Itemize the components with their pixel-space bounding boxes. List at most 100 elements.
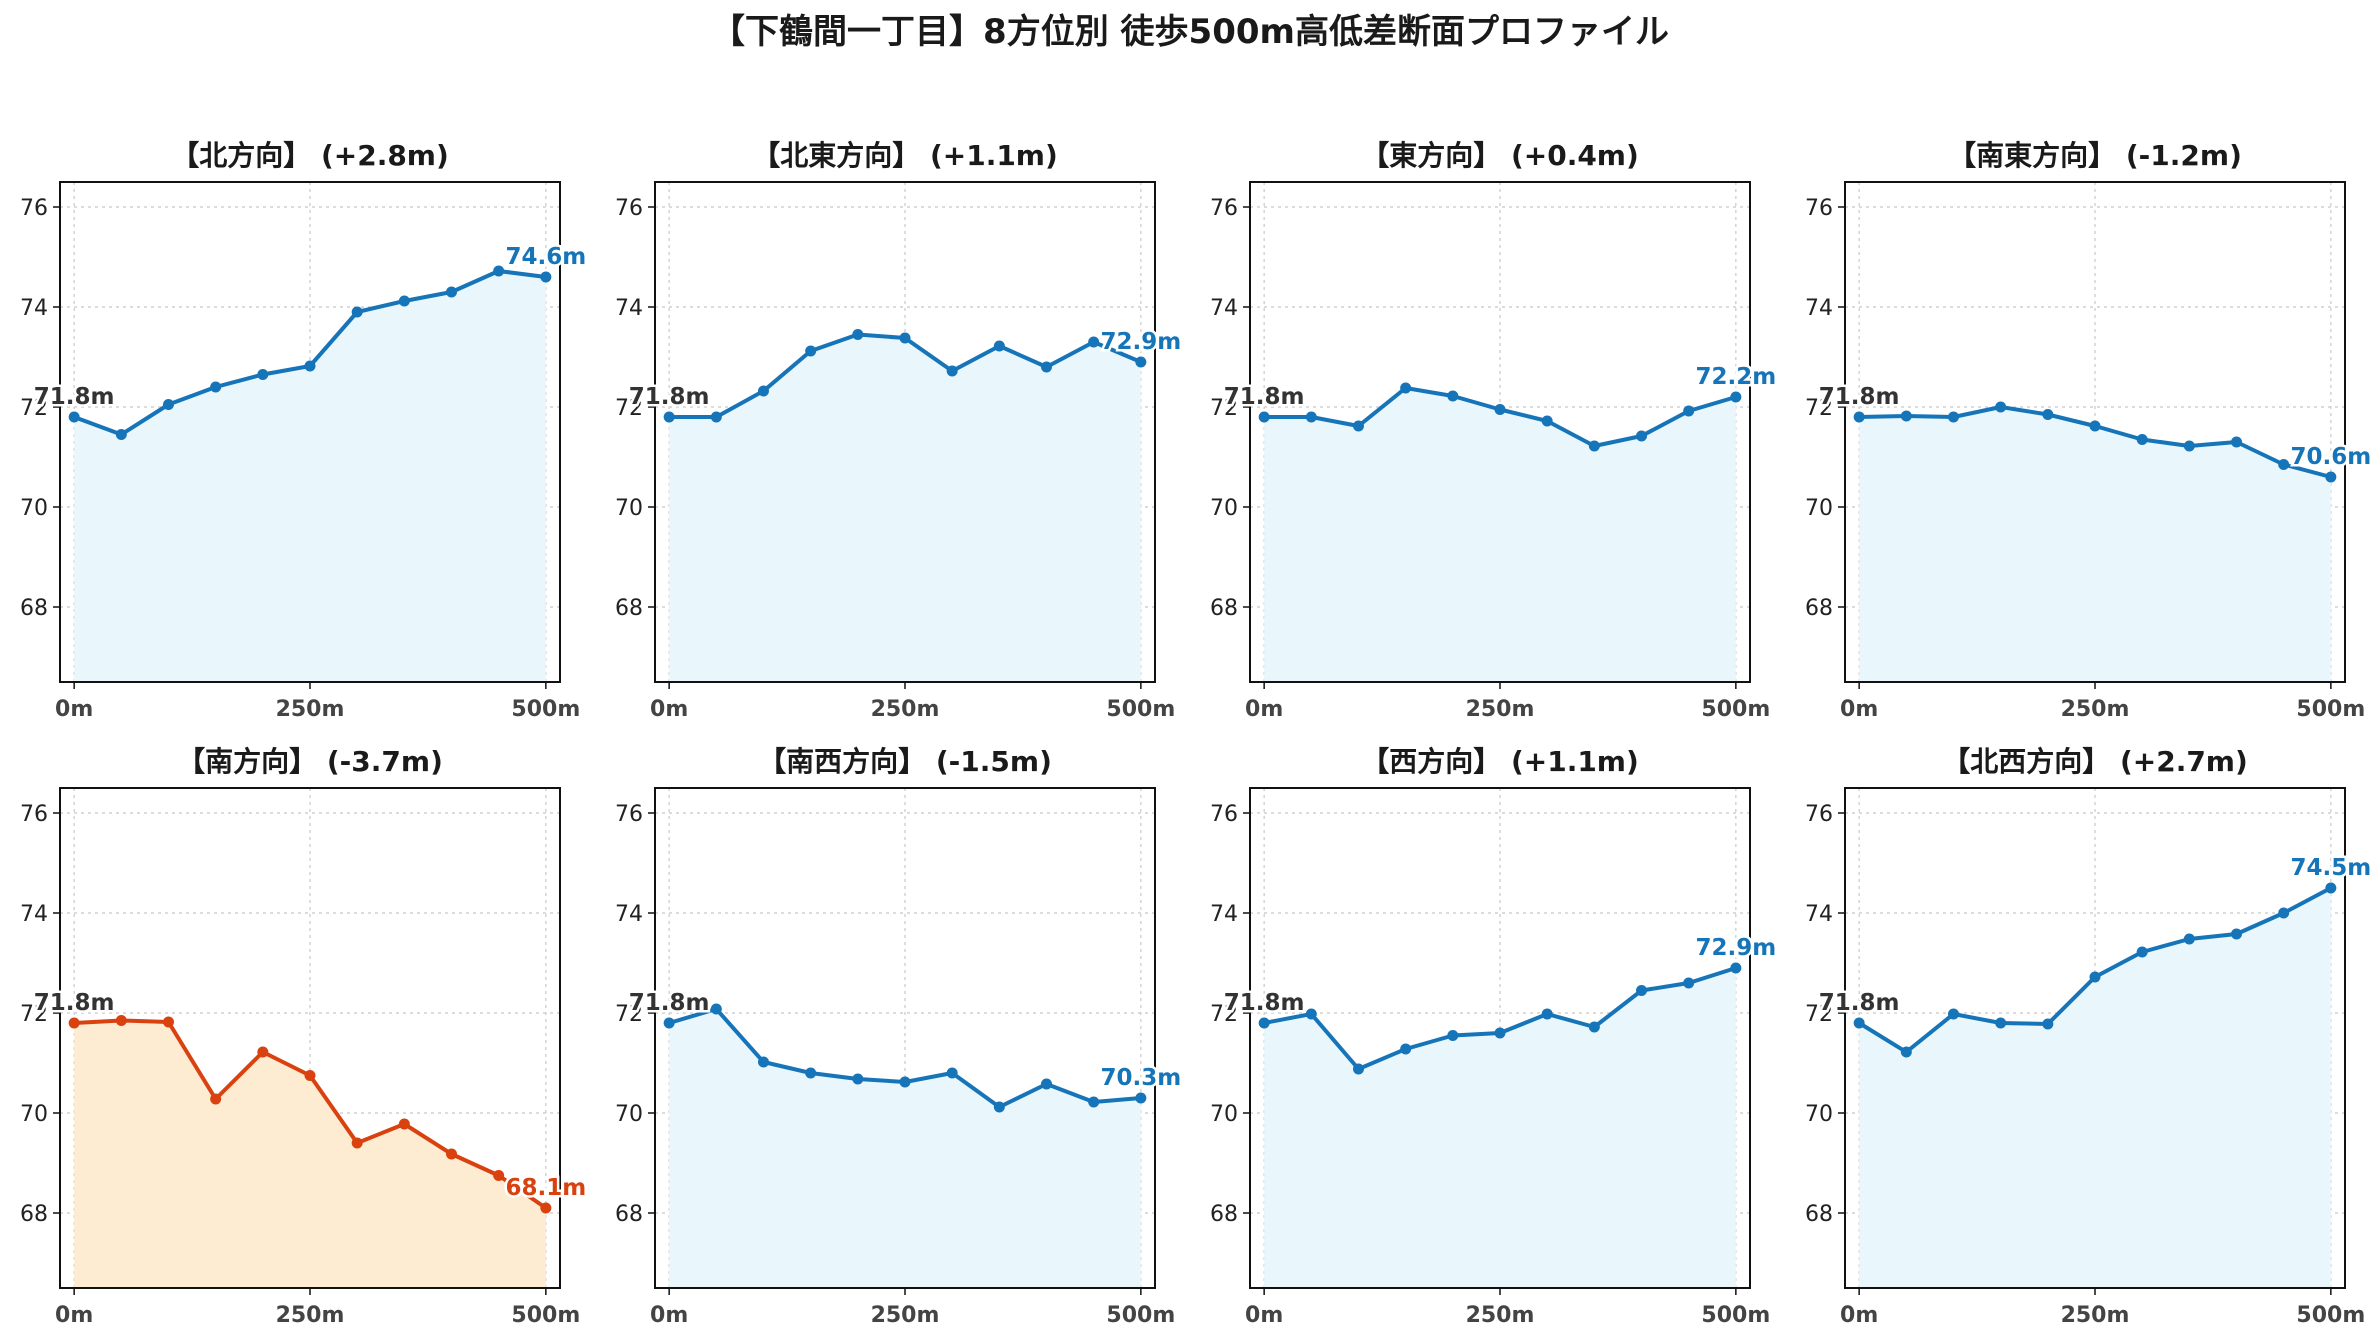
elevation-point <box>1258 1017 1270 1029</box>
y-tick-label: 74 <box>615 296 643 321</box>
y-tick-label: 68 <box>615 1202 643 1227</box>
profile-panel: 【北方向】 (+2.8m) 68 70 72 74 76 0m 250m 500m 71.8m 74… <box>20 139 589 722</box>
y-tick-label: 74 <box>20 296 48 321</box>
x-tick-label: 250m <box>871 697 940 722</box>
y-tick-label: 72 <box>1210 396 1238 421</box>
y-tick-label: 70 <box>20 1102 48 1127</box>
elevation-point <box>257 1046 269 1058</box>
elevation-point <box>1088 1096 1100 1108</box>
end-elevation-label: 74.5m <box>2290 855 2371 881</box>
elevation-point <box>1088 336 1100 348</box>
elevation-point <box>2089 971 2101 983</box>
end-elevation-label: 68.1m <box>505 1175 586 1201</box>
x-tick-label: 250m <box>2061 1303 2130 1328</box>
y-tick-label: 76 <box>20 196 48 221</box>
y-tick-label: 68 <box>1805 1202 1833 1227</box>
elevation-point <box>1400 382 1412 394</box>
start-elevation-label: 71.8m <box>1819 990 1900 1016</box>
x-tick-label: 0m <box>650 697 688 722</box>
elevation-point <box>710 1003 722 1015</box>
elevation-point <box>1541 1008 1553 1020</box>
elevation-point <box>1636 985 1648 996</box>
elevation-fill <box>669 1009 1141 1288</box>
y-tick-label: 72 <box>20 396 48 421</box>
end-elevation-label: 70.6m <box>2290 444 2371 470</box>
elevation-point <box>446 1148 458 1160</box>
end-elevation-label: 72.2m <box>1695 364 1776 390</box>
elevation-point <box>446 286 458 298</box>
y-tick-label: 70 <box>615 1102 643 1127</box>
panel-title: 【北西方向】 (+2.7m) <box>1942 745 2248 778</box>
elevation-point <box>663 1017 675 1029</box>
elevation-point <box>115 1015 127 1026</box>
elevation-point <box>398 1118 410 1130</box>
panel-title: 【南西方向】 (-1.5m) <box>758 745 1052 778</box>
start-elevation-label: 71.8m <box>34 990 115 1016</box>
panel-title: 【西方向】 (+1.1m) <box>1361 745 1639 778</box>
y-tick-label: 70 <box>615 496 643 521</box>
elevation-point <box>1041 361 1053 373</box>
y-tick-label: 76 <box>1210 196 1238 221</box>
y-tick-label: 70 <box>1210 496 1238 521</box>
elevation-point <box>1041 1078 1053 1090</box>
y-tick-label: 70 <box>1805 1102 1833 1127</box>
x-tick-label: 0m <box>1840 697 1878 722</box>
elevation-point <box>68 411 80 423</box>
y-tick-label: 70 <box>20 496 48 521</box>
y-tick-label: 68 <box>615 596 643 621</box>
end-elevation-label: 72.9m <box>1100 329 1181 355</box>
elevation-point <box>805 345 817 357</box>
x-tick-label: 500m <box>511 1303 580 1328</box>
x-tick-label: 0m <box>55 697 93 722</box>
elevation-point <box>540 1202 552 1214</box>
elevation-point <box>162 399 174 410</box>
elevation-point <box>1947 411 1959 423</box>
elevation-point <box>351 306 363 318</box>
elevation-point <box>710 411 722 423</box>
elevation-point <box>993 1101 1005 1113</box>
x-tick-label: 250m <box>871 1303 940 1328</box>
profile-panel: 【東方向】 (+0.4m) 68 70 72 74 76 0m 250m 500m 71.8m 72… <box>1210 139 1779 722</box>
y-tick-label: 68 <box>1210 596 1238 621</box>
y-tick-label: 72 <box>1805 396 1833 421</box>
elevation-point <box>1494 404 1506 415</box>
elevation-point <box>2136 434 2148 445</box>
end-elevation-label: 74.6m <box>505 244 586 270</box>
elevation-point <box>162 1016 174 1028</box>
x-tick-label: 500m <box>1106 1303 1175 1328</box>
elevation-point <box>805 1067 817 1079</box>
elevation-point <box>993 340 1005 352</box>
elevation-fill <box>1264 968 1736 1288</box>
elevation-point <box>1352 420 1364 432</box>
y-tick-label: 68 <box>20 596 48 621</box>
y-tick-label: 76 <box>20 802 48 827</box>
x-tick-label: 0m <box>1245 697 1283 722</box>
elevation-point <box>2278 459 2290 470</box>
elevation-point <box>351 1137 363 1149</box>
elevation-point <box>1305 1008 1317 1020</box>
panel-title: 【北方向】 (+2.8m) <box>171 139 449 172</box>
elevation-point <box>493 265 505 277</box>
elevation-point <box>2136 946 2148 958</box>
x-tick-label: 500m <box>2296 697 2365 722</box>
elevation-point <box>1853 411 1865 423</box>
elevation-point <box>2183 440 2195 452</box>
elevation-point <box>2042 1018 2054 1030</box>
elevation-point <box>1900 1046 1912 1058</box>
y-tick-label: 68 <box>1805 596 1833 621</box>
x-tick-label: 0m <box>650 1303 688 1328</box>
y-tick-label: 74 <box>1210 296 1238 321</box>
elevation-point <box>115 429 127 440</box>
x-tick-label: 0m <box>1840 1303 1878 1328</box>
y-tick-label: 74 <box>20 902 48 927</box>
elevation-point <box>1947 1008 1959 1020</box>
elevation-point <box>852 329 864 340</box>
elevation-point <box>304 360 316 372</box>
elevation-point <box>540 271 552 283</box>
elevation-fill <box>74 271 546 682</box>
y-tick-label: 76 <box>1805 802 1833 827</box>
start-elevation-label: 71.8m <box>629 990 710 1016</box>
elevation-point <box>757 385 769 397</box>
x-tick-label: 500m <box>511 697 580 722</box>
panel-title: 【東方向】 (+0.4m) <box>1361 139 1639 172</box>
